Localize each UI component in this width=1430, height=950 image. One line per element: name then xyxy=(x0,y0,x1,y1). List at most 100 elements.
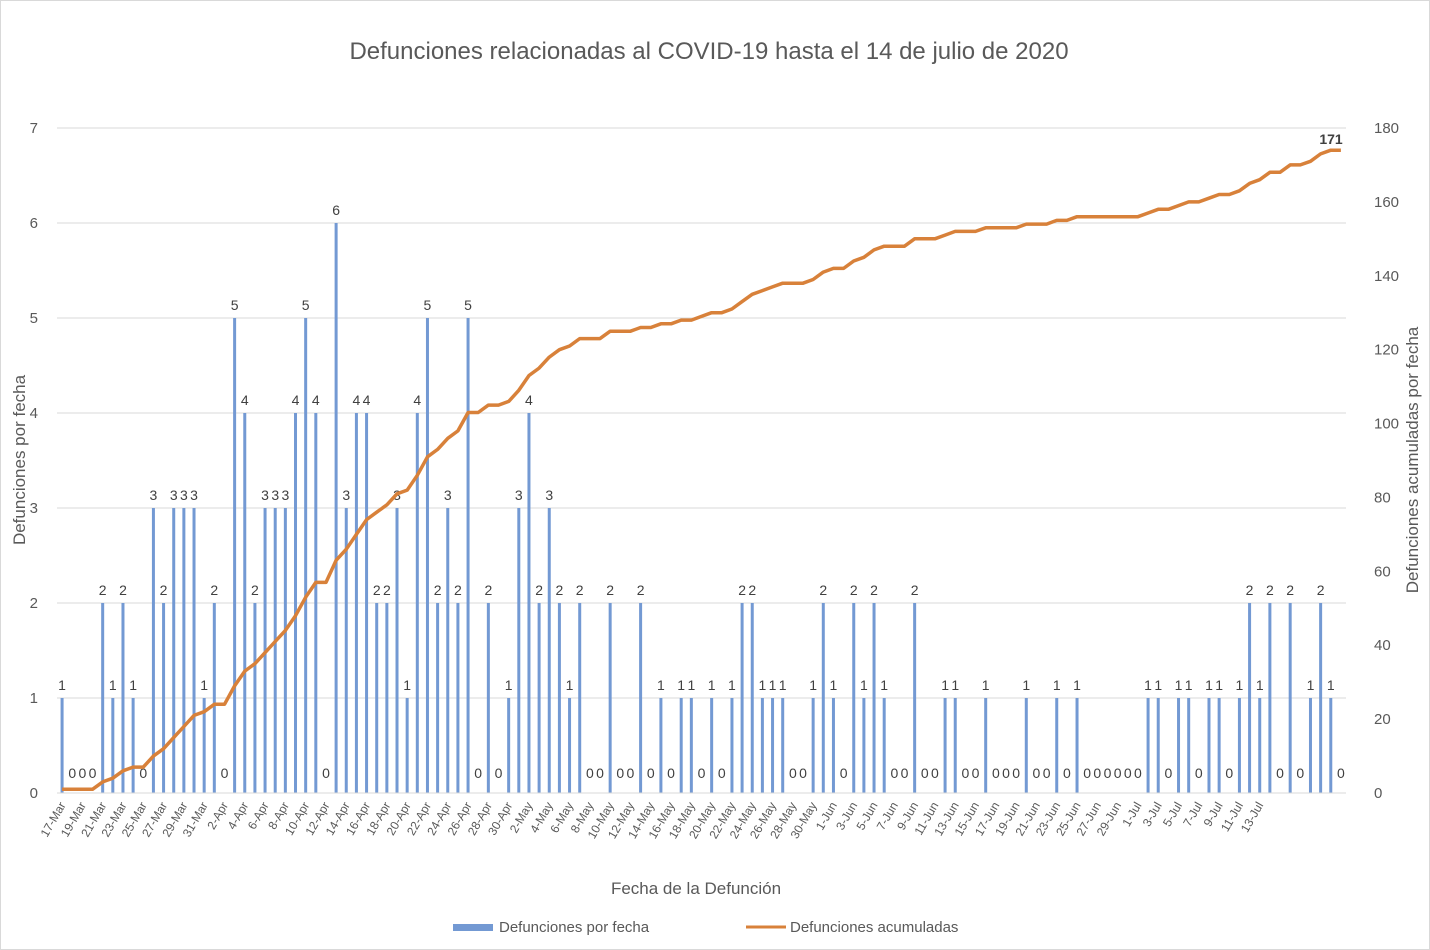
bar xyxy=(821,603,825,793)
bar-data-label: 4 xyxy=(241,392,249,408)
bar-data-label: 0 xyxy=(78,765,86,781)
bar-data-label: 2 xyxy=(911,582,919,598)
bar-data-label: 0 xyxy=(596,765,604,781)
bar-data-label: 2 xyxy=(119,582,127,598)
bar xyxy=(466,318,470,793)
bar-data-label: 1 xyxy=(728,677,736,693)
bar xyxy=(872,603,876,793)
bar xyxy=(314,413,318,793)
legend: Defunciones por fecha Defunciones acumul… xyxy=(453,919,958,936)
bar-data-label: 1 xyxy=(505,677,513,693)
bar xyxy=(730,698,734,793)
y-tick-label: 7 xyxy=(30,120,38,137)
bar-data-label: 4 xyxy=(312,392,320,408)
bar-data-label: 0 xyxy=(616,765,624,781)
bar xyxy=(537,603,541,793)
bar-data-label: 2 xyxy=(535,582,543,598)
y-tick-label: 2 xyxy=(30,595,38,612)
bar-data-label: 5 xyxy=(302,297,310,313)
bar xyxy=(273,508,277,793)
bar-data-label: 3 xyxy=(261,487,269,503)
bar-data-label: 6 xyxy=(332,202,340,218)
bar xyxy=(375,603,379,793)
bar-data-label: 0 xyxy=(1033,765,1041,781)
bar-data-label: 0 xyxy=(1124,765,1132,781)
bar-data-label: 1 xyxy=(1327,677,1335,693)
bar xyxy=(1217,698,1221,793)
y-tick-label: 3 xyxy=(30,500,38,517)
cumulative-line xyxy=(62,148,1341,792)
bar-data-label: 0 xyxy=(961,765,969,781)
bar-data-label: 2 xyxy=(819,582,827,598)
bar xyxy=(852,603,856,793)
bar xyxy=(679,698,683,793)
y2-tick-label: 120 xyxy=(1374,342,1399,359)
bar-data-label: 0 xyxy=(1225,765,1233,781)
bar xyxy=(192,508,196,793)
bar-data-label: 4 xyxy=(292,392,300,408)
bar-data-label: 1 xyxy=(880,677,888,693)
bar-data-label: 0 xyxy=(1134,765,1142,781)
bar-data-label: 0 xyxy=(901,765,909,781)
bar-data-label: 3 xyxy=(515,487,523,503)
bar xyxy=(212,603,216,793)
bar-data-label: 1 xyxy=(1073,677,1081,693)
bar xyxy=(1268,603,1272,793)
bar-data-label: 4 xyxy=(413,392,421,408)
bar xyxy=(395,508,399,793)
grid xyxy=(57,127,1346,794)
bar xyxy=(862,698,866,793)
bar-data-label: 3 xyxy=(271,487,279,503)
y-tick-label: 5 xyxy=(30,310,38,327)
y-axis-title: Defunciones por fecha xyxy=(10,374,29,545)
bar xyxy=(659,698,663,793)
bar-data-label: 1 xyxy=(1205,677,1213,693)
bar xyxy=(760,698,764,793)
bar-data-label: 0 xyxy=(647,765,655,781)
bar-data-label: 0 xyxy=(789,765,797,781)
bar-data-label: 3 xyxy=(150,487,158,503)
bar xyxy=(1319,603,1323,793)
bar-data-label: 2 xyxy=(160,582,168,598)
bar-data-label: 0 xyxy=(1195,765,1203,781)
bar-data-label: 1 xyxy=(809,677,817,693)
bar xyxy=(1288,603,1292,793)
bar-data-label: 1 xyxy=(1236,677,1244,693)
bar xyxy=(557,603,561,793)
y2-tick-label: 40 xyxy=(1374,637,1391,654)
bar xyxy=(425,318,429,793)
bar-data-label: 4 xyxy=(353,392,361,408)
x-tick-label: 5-Jul xyxy=(1160,800,1185,830)
bar-data-label: 2 xyxy=(556,582,564,598)
bar-data-label: 1 xyxy=(1215,677,1223,693)
bar xyxy=(771,698,775,793)
bar xyxy=(1207,698,1211,793)
bar xyxy=(344,508,348,793)
bar-data-label: 0 xyxy=(1296,765,1304,781)
bar-data-label: 3 xyxy=(170,487,178,503)
bar-data-label: 3 xyxy=(342,487,350,503)
bar-data-label: 4 xyxy=(363,392,371,408)
bar xyxy=(984,698,988,793)
bar-data-label: 1 xyxy=(58,677,66,693)
y-tick-label: 0 xyxy=(30,785,38,802)
bar-data-label: 2 xyxy=(434,582,442,598)
bar xyxy=(608,603,612,793)
bar-data-label: 1 xyxy=(403,677,411,693)
bar-data-label: 1 xyxy=(1175,677,1183,693)
bar-data-label: 1 xyxy=(109,677,117,693)
bar-data-label: 2 xyxy=(1246,582,1254,598)
bar xyxy=(831,698,835,793)
legend-swatch-bars xyxy=(453,924,493,931)
legend-label-line: Defunciones acumuladas xyxy=(790,919,958,936)
bar-data-label: 0 xyxy=(89,765,97,781)
bar xyxy=(781,698,785,793)
bar-data-label: 3 xyxy=(444,487,452,503)
bar xyxy=(882,698,886,793)
bar-data-label: 2 xyxy=(210,582,218,598)
bar xyxy=(202,698,206,793)
bar-data-label: 0 xyxy=(1093,765,1101,781)
bar-data-label: 1 xyxy=(129,677,137,693)
bar-data-label: 0 xyxy=(921,765,929,781)
